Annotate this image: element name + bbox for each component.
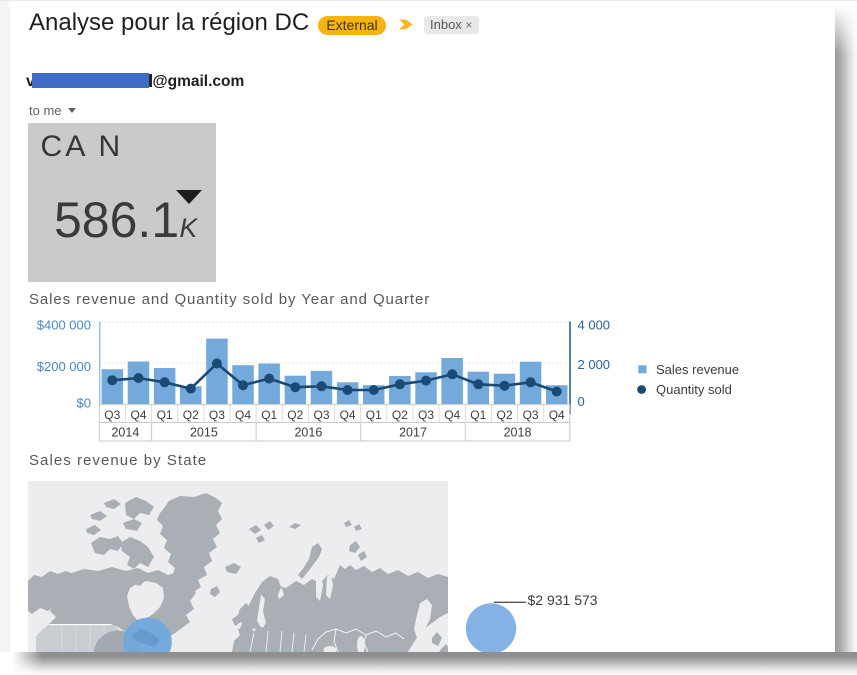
svg-text:2014: 2014 [111,426,139,440]
svg-text:Q1: Q1 [470,408,486,422]
svg-text:Q2: Q2 [392,408,408,422]
svg-text:0: 0 [578,394,585,409]
svg-text:Sales revenue: Sales revenue [656,362,739,377]
svg-text:Q2: Q2 [496,408,512,422]
svg-text:Q3: Q3 [313,408,329,422]
svg-text:$0: $0 [77,396,91,411]
svg-text:$400 000: $400 000 [37,318,91,333]
svg-text:Q2: Q2 [183,408,199,422]
svg-text:Q3: Q3 [523,408,539,422]
svg-text:2015: 2015 [190,426,218,440]
svg-text:Q4: Q4 [235,408,251,422]
svg-text:Q1: Q1 [157,408,173,422]
svg-text:2 000: 2 000 [578,357,611,372]
svg-text:Q1: Q1 [366,408,382,422]
svg-text:Q3: Q3 [104,408,120,422]
svg-text:Q1: Q1 [261,408,277,422]
svg-text:Q4: Q4 [130,408,146,422]
svg-text:Q3: Q3 [209,408,225,422]
svg-text:2018: 2018 [504,426,532,440]
svg-text:Q4: Q4 [444,408,460,422]
svg-text:4 000: 4 000 [578,318,611,333]
svg-text:2017: 2017 [399,426,427,440]
svg-text:Quantity sold: Quantity sold [656,382,732,397]
svg-text:$2 931 573: $2 931 573 [528,592,598,608]
svg-text:Q2: Q2 [287,408,303,422]
svg-text:$200 000: $200 000 [37,359,91,374]
svg-text:Q4: Q4 [340,408,356,422]
svg-text:Q4: Q4 [549,408,565,422]
svg-text:Q3: Q3 [418,408,434,422]
svg-text:2016: 2016 [294,426,322,440]
